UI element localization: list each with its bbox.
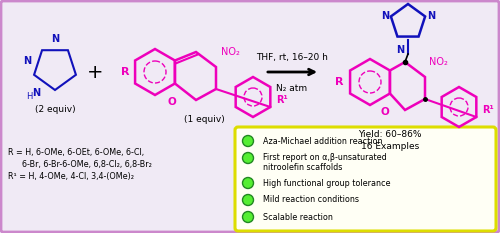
Text: Aza-Michael addition reaction: Aza-Michael addition reaction bbox=[263, 137, 382, 145]
Text: (2 equiv): (2 equiv) bbox=[34, 105, 76, 114]
Text: R¹: R¹ bbox=[482, 105, 494, 115]
Text: +: + bbox=[87, 62, 104, 82]
Text: N: N bbox=[381, 11, 389, 21]
Text: 6-Br, 6-Br-6-OMe, 6,8-Cl₂, 6,8-Br₂: 6-Br, 6-Br-6-OMe, 6,8-Cl₂, 6,8-Br₂ bbox=[22, 160, 152, 169]
Text: nitroolefin scaffolds: nitroolefin scaffolds bbox=[263, 164, 342, 172]
Text: NO₂: NO₂ bbox=[429, 57, 448, 67]
Text: (1 equiv): (1 equiv) bbox=[184, 115, 224, 124]
Text: High functional group tolerance: High functional group tolerance bbox=[263, 178, 390, 188]
Text: R¹ = H, 4-OMe, 4-Cl, 3,4-(OMe)₂: R¹ = H, 4-OMe, 4-Cl, 3,4-(OMe)₂ bbox=[8, 172, 134, 181]
Circle shape bbox=[242, 153, 254, 164]
Text: N: N bbox=[23, 56, 31, 66]
Text: N: N bbox=[427, 11, 435, 21]
Text: H: H bbox=[26, 92, 32, 101]
Text: Yield: 60–86%: Yield: 60–86% bbox=[358, 130, 422, 139]
Text: N: N bbox=[32, 88, 40, 98]
Circle shape bbox=[242, 195, 254, 206]
Text: Scalable reaction: Scalable reaction bbox=[263, 212, 333, 222]
Text: R = H, 6-OMe, 6-OEt, 6-OMe, 6-Cl,: R = H, 6-OMe, 6-OEt, 6-OMe, 6-Cl, bbox=[8, 148, 144, 157]
Circle shape bbox=[242, 212, 254, 223]
Text: N₂ atm: N₂ atm bbox=[276, 84, 308, 93]
Text: 16 Examples: 16 Examples bbox=[361, 142, 419, 151]
Text: R: R bbox=[120, 67, 129, 77]
Text: O: O bbox=[380, 107, 389, 117]
Text: N: N bbox=[396, 45, 404, 55]
Text: N: N bbox=[404, 0, 412, 2]
Text: N: N bbox=[51, 34, 59, 44]
Text: R¹: R¹ bbox=[276, 95, 288, 105]
FancyBboxPatch shape bbox=[235, 127, 496, 231]
Text: THF, rt, 16–20 h: THF, rt, 16–20 h bbox=[256, 53, 328, 62]
Circle shape bbox=[242, 178, 254, 188]
Text: Mild reaction conditions: Mild reaction conditions bbox=[263, 195, 359, 205]
Text: R: R bbox=[336, 77, 344, 87]
Text: O: O bbox=[167, 97, 176, 107]
Text: First report on α,β-unsaturated: First report on α,β-unsaturated bbox=[263, 154, 387, 162]
Text: NO₂: NO₂ bbox=[221, 47, 240, 57]
Circle shape bbox=[242, 136, 254, 147]
